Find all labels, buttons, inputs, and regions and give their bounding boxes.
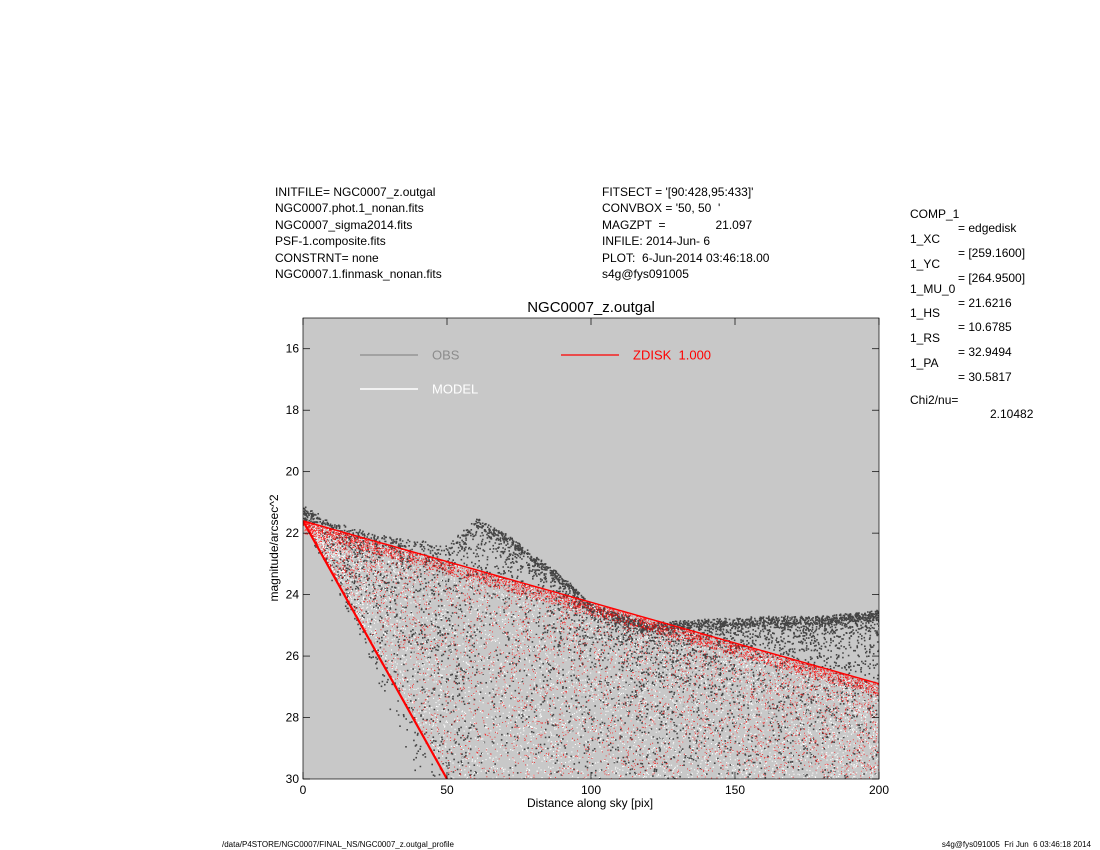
- header-user-host: s4g@fys091005: [602, 267, 689, 282]
- zdisk-upper-edge: [303, 520, 879, 685]
- x-tick-label: 150: [725, 783, 745, 797]
- param-value: = 30.5817: [958, 370, 1012, 384]
- param-key: Chi2/nu=: [910, 393, 959, 407]
- header-constrnt: CONSTRNT= none: [275, 250, 379, 265]
- zdisk-lower-edge: [303, 520, 448, 779]
- x-tick-label: 200: [869, 783, 889, 797]
- header-mask-file: NGC0007.1.finmask_nonan.fits: [275, 267, 442, 282]
- x-tick-label: 100: [581, 783, 601, 797]
- y-tick-label: 16: [286, 342, 300, 356]
- y-tick-label: 30: [286, 772, 300, 786]
- legend-zdisk-label: ZDISK 1.000: [633, 348, 711, 363]
- y-tick-label: 24: [286, 588, 300, 602]
- header-fitsect: FITSECT = '[90:428,95:433]': [602, 185, 754, 199]
- param-value: = edgedisk: [958, 221, 1017, 235]
- legend: OBS MODEL ZDISK 1.000: [360, 348, 711, 397]
- header-phot-file: NGC0007.phot.1_nonan.fits: [275, 201, 424, 216]
- param-value: = 10.6785: [958, 320, 1012, 334]
- header-middle-block: FITSECT = '[90:428,95:433]' CONVBOX = '5…: [602, 184, 769, 282]
- param-key: 1_MU_0: [910, 282, 956, 296]
- obs-points: [303, 506, 879, 779]
- param-key: 1_PA: [910, 356, 939, 370]
- header-magzpt: MAGZPT = 21.097: [602, 217, 753, 232]
- param-value: = 32.9494: [958, 345, 1012, 359]
- zdisk-edges: [303, 520, 879, 779]
- param-chi2nu: Chi2/nu= 2.10482: [910, 379, 1033, 435]
- param-value: = [259.1600]: [958, 246, 1026, 260]
- param-hs: 1_HS = 10.6785: [910, 292, 1012, 348]
- y-tick-label: 22: [286, 526, 300, 540]
- y-tick-label: 28: [286, 711, 300, 725]
- param-value: = [264.9500]: [958, 271, 1026, 285]
- param-key: 1_YC: [910, 257, 941, 271]
- header-psf-file: PSF-1.composite.fits: [275, 234, 386, 249]
- param-yc: 1_YC = [264.9500]: [910, 243, 1025, 299]
- param-key: 1_XC: [910, 232, 941, 246]
- param-key: 1_RS: [910, 331, 941, 345]
- x-axis: 0 50 100 150 200: [300, 318, 889, 797]
- model-point-cloud: [303, 520, 879, 779]
- x-tick-label: 50: [440, 783, 454, 797]
- param-mu0: 1_MU_0 = 21.6216: [910, 268, 1012, 324]
- footer-path: /data/P4STORE/NGC0007/FINAL_NS/NGC0007_z…: [222, 840, 454, 849]
- header-convbox: CONVBOX = '50, 50 ': [602, 201, 721, 216]
- param-value: 2.10482: [990, 407, 1034, 421]
- param-rs: 1_RS = 32.9494: [910, 317, 1012, 373]
- y-tick-label: 18: [286, 403, 300, 417]
- footer-timestamp: s4g@fys091005 Fri Jun 6 03:46:18 2014: [941, 840, 1091, 849]
- x-axis-label: Distance along sky [pix]: [527, 796, 653, 810]
- param-key: 1_HS: [910, 306, 941, 320]
- header-sigma-file: NGC0007_sigma2014.fits: [275, 217, 413, 232]
- y-tick-label: 20: [286, 465, 300, 479]
- header-plot-time: PLOT: 6-Jun-2014 03:46:18.00: [602, 250, 770, 265]
- plot-panel-background: [303, 318, 879, 779]
- chart-title: NGC0007_z.outgal: [527, 299, 655, 316]
- header-initfile: INITFILE= NGC0007_z.outgal: [275, 185, 436, 199]
- param-value: = 21.6216: [958, 296, 1012, 310]
- legend-obs-label: OBS: [432, 348, 460, 363]
- param-comp: COMP_1 = edgedisk: [910, 193, 1016, 249]
- header-left-block: INITFILE= NGC0007_z.outgal NGC0007.phot.…: [275, 184, 442, 282]
- y-axis: 16 18 20 22 24 26 28 30: [286, 342, 879, 786]
- x-tick-label: 0: [300, 783, 307, 797]
- model-points: [303, 520, 879, 779]
- y-axis-label: magnitude/arcsec^2: [267, 494, 281, 601]
- obs-point-cloud: [303, 506, 879, 779]
- y-tick-label: 26: [286, 649, 300, 663]
- header-infile: INFILE: 2014-Jun- 6: [602, 234, 711, 249]
- param-key: COMP_1: [910, 207, 960, 221]
- param-xc: 1_XC = [259.1600]: [910, 218, 1025, 274]
- param-pa: 1_PA = 30.5817: [910, 342, 1012, 398]
- legend-model-label: MODEL: [432, 382, 478, 397]
